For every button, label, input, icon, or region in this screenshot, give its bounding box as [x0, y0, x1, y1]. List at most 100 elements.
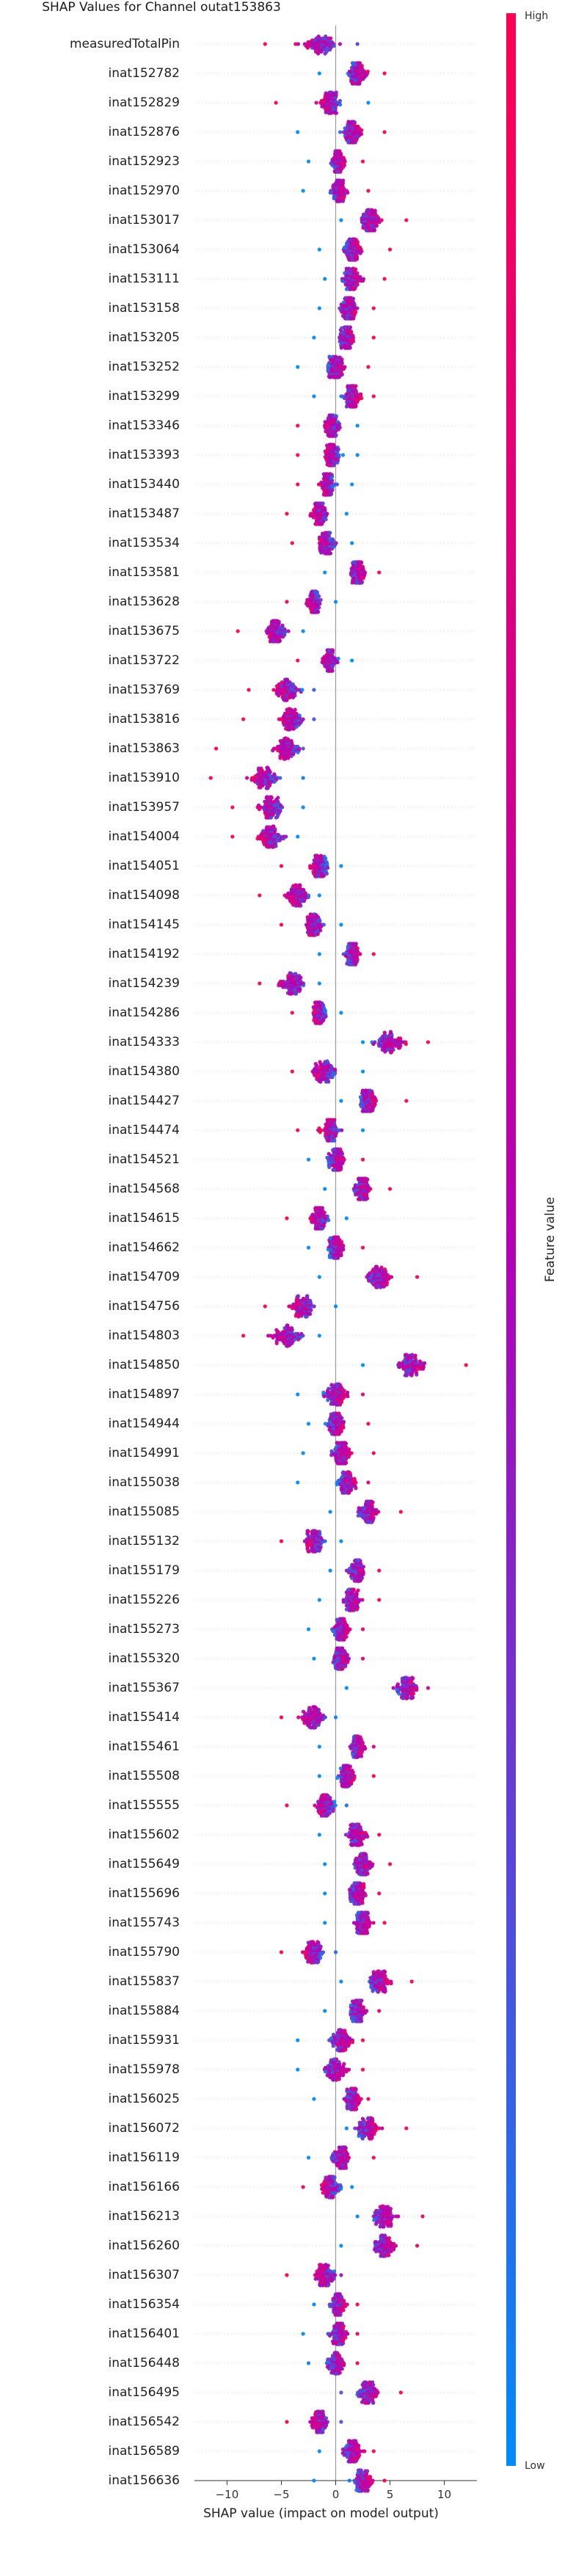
shap-point — [316, 932, 320, 936]
shap-point — [377, 570, 382, 575]
shap-point — [415, 1372, 419, 1377]
shap-point — [404, 1099, 409, 1103]
shap-point — [282, 697, 286, 702]
shap-point — [295, 1295, 299, 1299]
shap-point — [400, 1361, 404, 1365]
shap-point — [324, 1080, 329, 1084]
shap-point — [317, 1275, 321, 1279]
shap-point — [355, 581, 360, 585]
shap-point — [334, 1445, 338, 1449]
shap-point — [368, 1088, 372, 1093]
shap-point — [323, 1187, 327, 1191]
shap-point — [347, 73, 351, 78]
shap-point — [371, 952, 376, 956]
shap-point — [316, 1073, 321, 1077]
shap-point — [388, 1030, 393, 1034]
shap-point — [330, 463, 335, 467]
shap-point — [337, 455, 341, 459]
shap-point — [368, 1271, 372, 1276]
shap-point — [360, 1245, 365, 1250]
shap-point — [305, 603, 310, 608]
shap-point — [319, 49, 324, 54]
shap-point — [284, 985, 288, 989]
shap-point — [280, 1330, 285, 1334]
shap-point — [255, 782, 260, 786]
x-tick-label: 10 — [437, 2488, 451, 2501]
shap-point — [343, 325, 348, 330]
shap-point — [387, 1187, 393, 1191]
shap-point — [287, 1304, 291, 1309]
shap-point — [281, 721, 285, 725]
shap-point — [317, 1334, 321, 1338]
shap-point — [294, 724, 299, 729]
shap-point — [317, 1021, 321, 1025]
shap-point — [377, 1044, 382, 1048]
shap-point — [404, 218, 409, 222]
shap-point — [274, 101, 278, 105]
shap-point — [358, 251, 362, 255]
shap-point — [366, 208, 371, 212]
shap-point — [276, 832, 280, 837]
shap-point — [279, 923, 284, 927]
shap-point — [278, 776, 282, 780]
shap-point — [328, 531, 332, 535]
shap-point — [341, 178, 346, 183]
shap-point — [412, 1359, 418, 1364]
shap-point — [267, 783, 272, 787]
shap-point — [342, 343, 346, 347]
shap-point — [327, 93, 331, 98]
shap-point — [409, 1372, 413, 1377]
shap-point — [321, 1390, 326, 1394]
shap-point — [265, 786, 269, 790]
shap-point — [316, 34, 321, 39]
shap-point — [317, 893, 321, 898]
shap-point — [371, 1451, 376, 1455]
shap-point — [343, 126, 347, 131]
shap-point — [332, 1402, 336, 1406]
shap-point — [285, 979, 289, 983]
shap-point — [343, 1394, 347, 1399]
shap-point — [299, 1311, 303, 1316]
shap-point — [335, 661, 340, 665]
shap-point — [346, 1491, 351, 1495]
shap-point — [355, 946, 360, 950]
shap-point — [299, 1298, 303, 1303]
shap-point — [319, 874, 324, 878]
shap-point — [320, 531, 325, 536]
shap-point — [285, 512, 289, 516]
shap-point — [328, 413, 332, 418]
shap-point — [329, 443, 333, 447]
shap-point — [337, 375, 341, 379]
shap-point — [289, 707, 294, 712]
shap-point — [349, 287, 353, 291]
shap-point — [355, 453, 360, 457]
shap-point — [366, 1422, 371, 1426]
shap-point — [393, 1038, 397, 1042]
shap-point — [353, 942, 357, 946]
shap-point — [265, 631, 269, 636]
shap-point — [306, 1245, 311, 1250]
shap-point — [340, 313, 345, 318]
shap-point — [339, 394, 343, 399]
shap-point — [286, 891, 291, 895]
shap-point — [349, 567, 354, 571]
shap-point — [404, 1353, 409, 1357]
shap-point — [296, 453, 300, 457]
shap-point — [365, 1520, 370, 1524]
shap-point — [257, 785, 261, 790]
shap-point — [340, 326, 344, 330]
shap-point — [340, 372, 344, 376]
shap-point — [266, 627, 270, 632]
shap-point — [288, 899, 293, 903]
shap-point — [336, 656, 340, 661]
shap-point — [287, 895, 291, 900]
shap-point — [299, 975, 303, 980]
shap-point — [404, 1042, 408, 1047]
shap-point — [306, 159, 311, 164]
shap-point — [360, 64, 364, 68]
shap-point — [348, 346, 352, 350]
shap-point — [322, 662, 327, 666]
shap-point — [346, 120, 351, 124]
shap-point — [343, 271, 347, 275]
shap-point — [404, 1373, 409, 1378]
